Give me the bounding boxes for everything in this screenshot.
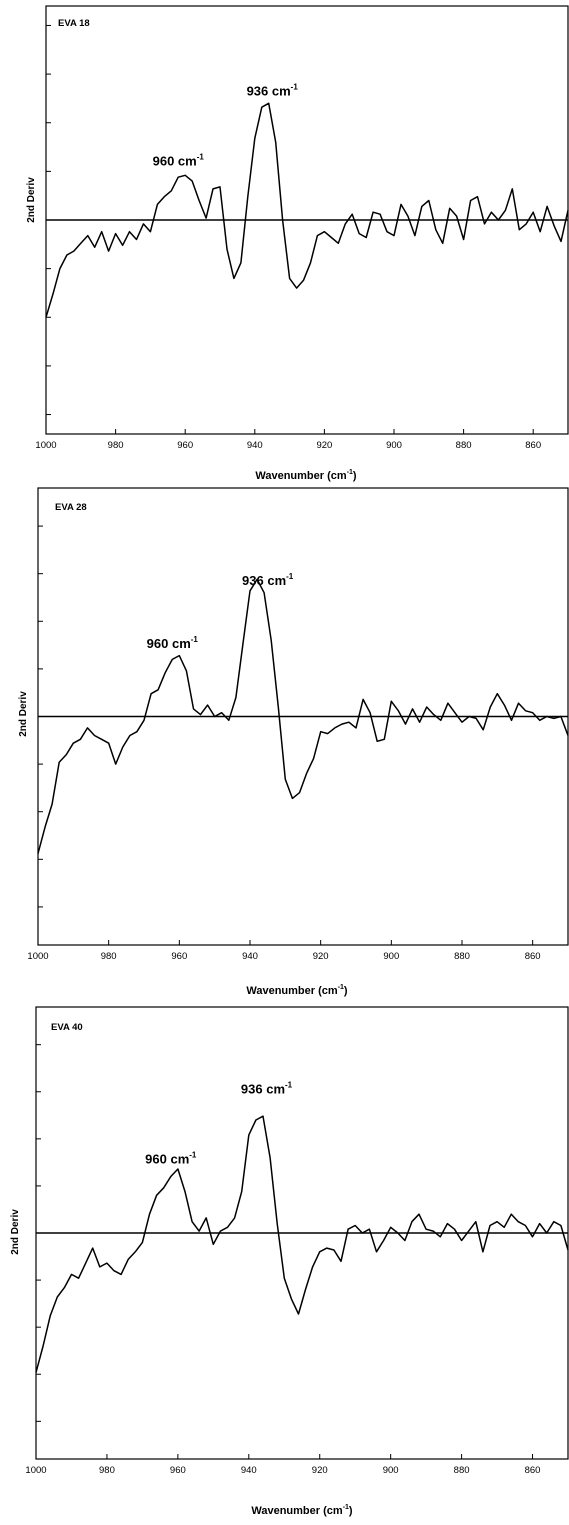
chart-title: EVA 40 (51, 1022, 83, 1033)
peak-annotation-main: 960 cm (147, 636, 191, 651)
x-tick-label: 960 (171, 951, 187, 962)
x-tick-label: 860 (525, 440, 541, 451)
x-tick-label: 920 (313, 951, 329, 962)
x-tick-label: 920 (312, 1465, 328, 1476)
x-tick-label: 960 (170, 1465, 186, 1476)
y-axis-label: 2nd Deriv (18, 691, 29, 737)
x-tick-label: 960 (177, 440, 193, 451)
x-tick-label: 940 (241, 1465, 257, 1476)
x-tick-label: 900 (383, 1465, 399, 1476)
peak-annotation: 960 cm-1 (153, 153, 205, 169)
x-tick-label: 940 (242, 951, 258, 962)
x-axis-label-tail: ) (353, 470, 357, 482)
chart-panel-eva-28: EVA 28 2nd Deriv Wavenumber (cm-1) 1000 9… (18, 487, 569, 997)
x-axis-label: Wavenumber (cm-1) (246, 984, 348, 997)
x-tick-label: 1000 (25, 1465, 46, 1476)
peak-annotation-main: 936 cm (241, 1082, 285, 1097)
x-axis-label-main: Wavenumber (cm (255, 470, 347, 482)
peak-annotation: 960 cm-1 (147, 635, 199, 651)
chart-panel-eva-18: EVA 18 2nd Deriv Wavenumber (cm-1) 1000 9… (26, 5, 569, 482)
x-axis-label-main: Wavenumber (cm (251, 1505, 343, 1517)
x-tick-label: 900 (383, 951, 399, 962)
x-axis-label: Wavenumber (cm-1) (255, 469, 357, 482)
x-axis-label-main: Wavenumber (cm (246, 985, 338, 997)
x-tick-label: 880 (454, 951, 470, 962)
peak-annotation-main: 936 cm (242, 573, 286, 588)
chart-title: EVA 18 (58, 18, 90, 29)
x-axis-label-tail: ) (344, 985, 348, 997)
y-axis-label: 2nd Deriv (26, 177, 37, 223)
peak-annotation-main: 960 cm (145, 1151, 189, 1166)
x-axis-label-sup: -1 (343, 1504, 349, 1511)
x-tick-label: 1000 (27, 951, 48, 962)
chart-title: EVA 28 (55, 502, 87, 513)
x-tick-label: 900 (386, 440, 402, 451)
series-line (35, 1115, 569, 1373)
peak-annotation: 960 cm-1 (145, 1150, 197, 1166)
y-axis-label: 2nd Deriv (10, 1209, 21, 1255)
series-line (37, 578, 569, 854)
x-tick-label: 880 (456, 440, 472, 451)
peak-annotation-main: 960 cm (153, 154, 197, 169)
x-tick-label: 980 (99, 1465, 115, 1476)
peak-annotation: 936 cm-1 (247, 82, 299, 98)
x-tick-label: 860 (525, 951, 541, 962)
peak-annotation-main: 936 cm (247, 83, 291, 98)
peak-annotation-sup: -1 (286, 572, 294, 581)
x-tick-label: 980 (101, 951, 117, 962)
x-tick-label: 940 (247, 440, 263, 451)
x-axis-label-sup: -1 (338, 984, 344, 991)
x-axis-label-sup: -1 (347, 469, 353, 476)
x-tick-label: 920 (316, 440, 332, 451)
peak-annotation-sup: -1 (189, 1150, 197, 1159)
x-axis-label-tail: ) (349, 1505, 353, 1517)
x-tick-label: 860 (525, 1465, 541, 1476)
peak-annotation: 936 cm-1 (242, 572, 294, 588)
x-tick-label: 1000 (35, 440, 56, 451)
peak-annotation-sup: -1 (197, 153, 205, 162)
peak-annotation-sup: -1 (191, 635, 199, 644)
series-line (45, 102, 569, 318)
peak-annotation-sup: -1 (285, 1081, 293, 1090)
x-tick-label: 880 (454, 1465, 470, 1476)
x-axis-label: Wavenumber (cm-1) (251, 1504, 353, 1517)
chart-panel-eva-40: EVA 40 2nd Deriv Wavenumber (cm-1) 1000 9… (10, 1006, 569, 1517)
peak-annotation-sup: -1 (291, 82, 299, 91)
x-tick-label: 980 (108, 440, 124, 451)
peak-annotation: 936 cm-1 (241, 1081, 293, 1097)
